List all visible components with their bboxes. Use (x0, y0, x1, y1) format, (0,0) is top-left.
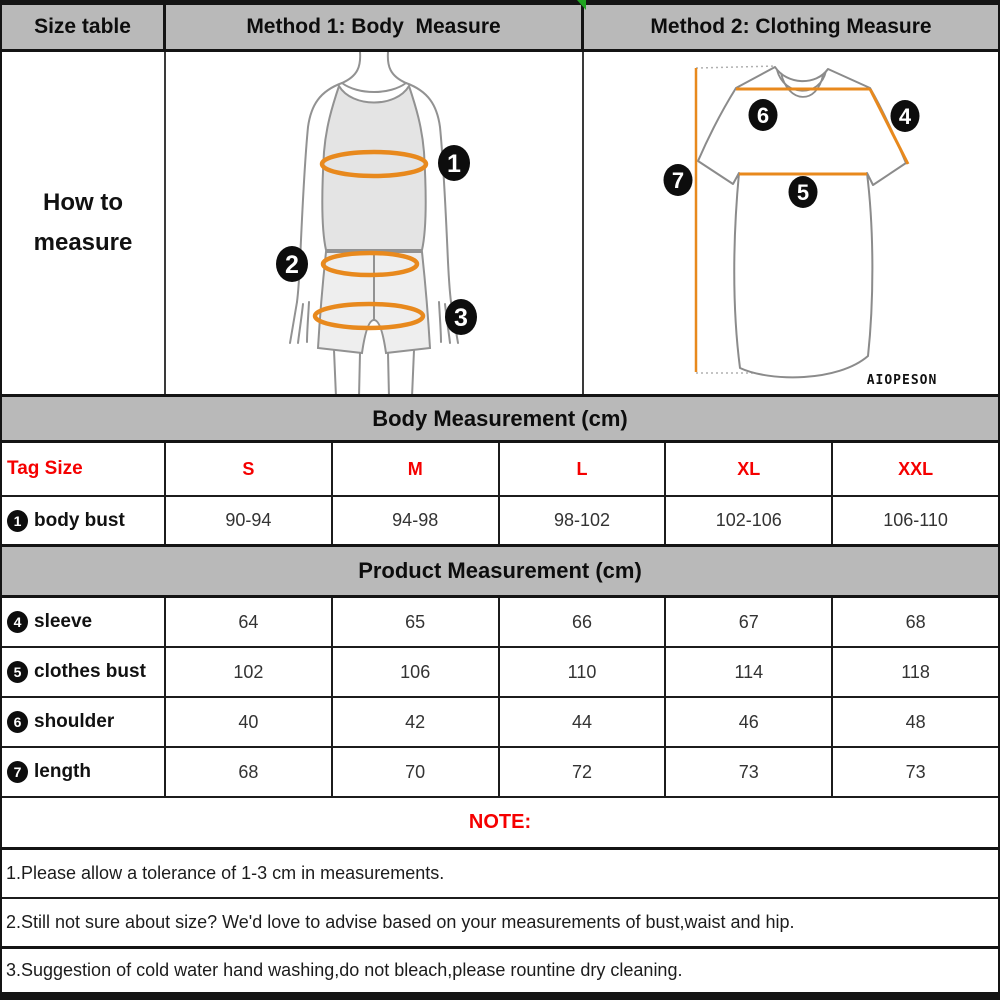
clothing-measure-cell: 6 4 7 5 AIOPESON (584, 52, 998, 394)
circle-number-6: 6 (7, 711, 28, 733)
body-bust-xl: 102-106 (666, 497, 834, 544)
sleeve-text: sleeve (34, 611, 93, 632)
body-bust-label: 1 body bust (2, 497, 166, 544)
green-corner-mark (577, 0, 586, 10)
length-m: 70 (333, 748, 500, 796)
header-method2: Method 2: Clothing Measure (650, 15, 932, 38)
clothes-bust-s: 102 (166, 648, 333, 696)
product-measurement-title: Product Measurement (cm) (2, 547, 998, 598)
marker-7: 7 (663, 164, 693, 196)
clothes-bust-text: clothes bust (34, 661, 146, 682)
marker-3-number: 3 (454, 304, 468, 332)
brand-text: AIOPESON (867, 373, 938, 388)
header-size-table: Size table (2, 5, 166, 49)
clothes-bust-row: 5 clothes bust 102 106 110 114 118 (2, 648, 998, 698)
note-item-1: 1.Please allow a tolerance of 1-3 cm in … (2, 850, 998, 899)
sleeve-s: 64 (166, 598, 333, 646)
body-bust-l: 98-102 (500, 497, 667, 544)
tag-size-label: Tag Size (2, 443, 166, 495)
body-bust-row: 1 body bust 90-94 94-98 98-102 102-106 1… (2, 497, 998, 547)
tshirt-outline (697, 66, 907, 379)
note-title: NOTE: (2, 798, 998, 850)
clothes-bust-l: 110 (500, 648, 667, 696)
clothes-bust-xxl: 118 (901, 661, 930, 682)
circle-number-1: 1 (7, 509, 28, 532)
marker-3: 3 (445, 299, 477, 335)
circle-number-7: 7 (7, 761, 28, 783)
measuring-bands (312, 149, 429, 331)
header-method1: Method 1: Body Measure (166, 5, 584, 49)
shoulder-xl: 46 (666, 698, 834, 746)
sleeve-row: 4 sleeve 64 65 66 67 68 (2, 598, 998, 648)
sleeve-xxl: 68 (905, 611, 926, 632)
body-bust-text: body bust (34, 509, 125, 531)
sleeve-xl: 67 (666, 598, 834, 646)
shoulder-row: 6 shoulder 40 42 44 46 48 (2, 698, 998, 748)
length-s: 68 (166, 748, 333, 796)
marker-6: 6 (748, 99, 778, 131)
length-l: 72 (500, 748, 667, 796)
tag-size-row: Tag Size S M L XL XXL (2, 443, 998, 497)
sleeve-l: 66 (500, 598, 667, 646)
shoulder-s: 40 (166, 698, 333, 746)
body-measurement-title: Body Measurement (cm) (2, 397, 998, 443)
marker-7-number: 7 (672, 168, 684, 193)
marker-6-number: 6 (757, 103, 769, 128)
tank-top (321, 83, 427, 251)
marker-2: 2 (276, 246, 308, 282)
circle-number-5: 5 (7, 661, 28, 683)
hip-band (312, 301, 426, 331)
shoulder-label: 6 shoulder (2, 698, 166, 746)
marker-4-number: 4 (899, 104, 912, 129)
shoulder-text: shoulder (34, 711, 115, 732)
tshirt-illustration: 6 4 7 5 AIOPESON (663, 65, 938, 388)
size-xl: XL (666, 443, 834, 495)
body-bust-s: 90-94 (166, 497, 333, 544)
measurement-lines (694, 68, 910, 372)
clothes-bust-xl: 114 (666, 648, 834, 696)
shoulder-xxl: 48 (905, 711, 926, 732)
note-item-3: 3.Suggestion of cold water hand washing,… (2, 949, 998, 992)
marker-1: 1 (438, 145, 470, 181)
length-row: 7 length 68 70 72 73 73 (2, 748, 998, 798)
body-figure-illustration: 1 2 3 (276, 52, 477, 394)
how-to-measure-row: How to measure (2, 52, 998, 397)
dotted-guides (695, 65, 796, 374)
how-to-line2: measure (33, 229, 133, 256)
clothes-bust-label: 5 clothes bust (2, 648, 166, 696)
length-xl: 73 (666, 748, 834, 796)
how-to-measure-label: How to measure (2, 52, 166, 394)
circle-number-4: 4 (7, 611, 28, 633)
note-item-2: 2.Still not sure about size? We'd love t… (2, 899, 998, 949)
clothes-bust-m: 106 (333, 648, 500, 696)
body-bust-m: 94-98 (333, 497, 500, 544)
length-label: 7 length (2, 748, 166, 796)
marker-5: 5 (788, 176, 818, 208)
how-to-line1: How to (43, 189, 123, 216)
body-measure-cell: 1 2 3 (166, 52, 584, 394)
body-bust-xxl: 106-110 (883, 510, 948, 530)
sleeve-line (868, 88, 910, 165)
waist-band (320, 250, 420, 278)
length-xxl: 73 (905, 761, 926, 782)
marker-1-number: 1 (447, 150, 461, 178)
sleeve-m: 65 (333, 598, 500, 646)
size-m: M (333, 443, 500, 495)
size-l: L (500, 443, 667, 495)
marker-2-number: 2 (285, 251, 299, 279)
size-s: S (166, 443, 333, 495)
top-header-row: Size table Method 1: Body Measure Method… (2, 0, 998, 52)
shoulder-m: 42 (333, 698, 500, 746)
bust-band (319, 149, 429, 179)
size-xxl: XXL (898, 458, 934, 479)
length-text: length (34, 761, 91, 782)
marker-5-number: 5 (797, 180, 809, 205)
shoulder-l: 44 (500, 698, 667, 746)
marker-4: 4 (890, 100, 920, 132)
body-outline (289, 52, 459, 394)
bottom-border-bar (0, 992, 1000, 1000)
collar-rims (776, 69, 827, 98)
sleeve-label: 4 sleeve (2, 598, 166, 646)
